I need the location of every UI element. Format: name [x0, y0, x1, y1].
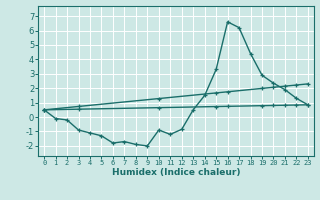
X-axis label: Humidex (Indice chaleur): Humidex (Indice chaleur) — [112, 168, 240, 177]
